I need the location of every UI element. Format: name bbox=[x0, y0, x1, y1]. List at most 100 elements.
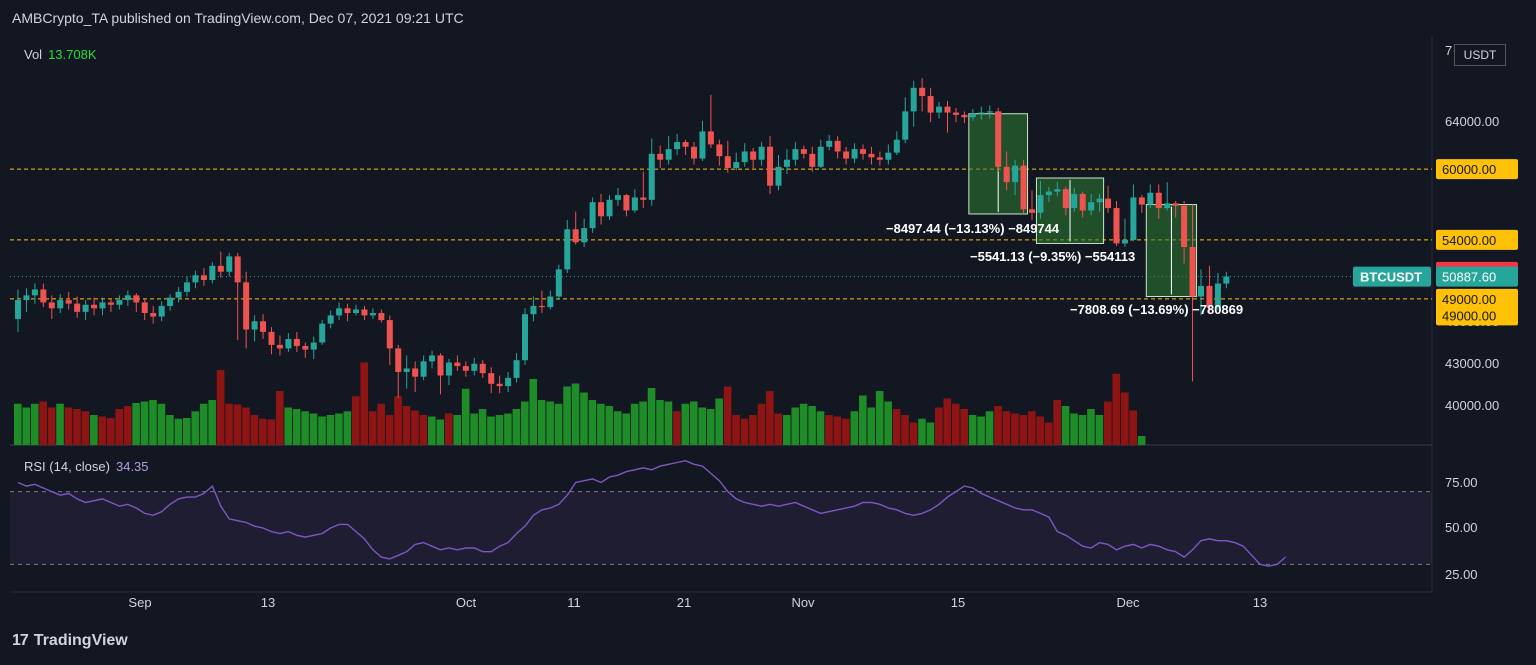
candle-body bbox=[344, 308, 351, 314]
candle-body bbox=[48, 302, 55, 309]
rsi-band bbox=[10, 491, 1432, 565]
candle-body bbox=[1029, 209, 1035, 213]
candle-body bbox=[74, 303, 81, 312]
rsi-legend: RSI (14, close) 34.35 bbox=[24, 459, 149, 474]
candle-body bbox=[285, 338, 292, 349]
candle-body bbox=[581, 228, 588, 243]
volume-bar bbox=[774, 413, 783, 445]
candle-body bbox=[817, 146, 824, 167]
volume-bar bbox=[673, 411, 681, 445]
candle-body bbox=[1079, 193, 1086, 211]
volume-bar bbox=[1104, 401, 1112, 445]
candle-body bbox=[260, 321, 267, 332]
volume-bar bbox=[166, 415, 174, 445]
candle-body bbox=[783, 159, 790, 167]
candle-body bbox=[826, 140, 833, 147]
volume-bar bbox=[183, 418, 191, 445]
candle-body bbox=[378, 313, 385, 321]
candle-body bbox=[969, 113, 976, 118]
candle-body bbox=[986, 111, 993, 113]
candle-body bbox=[750, 151, 757, 160]
rsi-line bbox=[17, 459, 1286, 567]
candle-body bbox=[276, 344, 283, 349]
candle-body bbox=[522, 314, 528, 361]
volume-bar bbox=[1028, 411, 1036, 445]
volume-bar bbox=[630, 403, 639, 445]
candle-body bbox=[133, 295, 140, 303]
volume-bar bbox=[98, 416, 107, 445]
volume-bar bbox=[64, 407, 73, 445]
candle-body bbox=[496, 383, 503, 387]
volume-bar bbox=[1044, 422, 1053, 445]
tradingview-logo-icon: 17 bbox=[12, 632, 29, 649]
volume-bar bbox=[106, 418, 115, 445]
volume-bar bbox=[749, 415, 757, 445]
candle-body bbox=[1054, 189, 1061, 192]
volume-bar bbox=[808, 406, 816, 445]
volume-bar bbox=[360, 362, 369, 445]
candle-body bbox=[361, 309, 368, 316]
candle-body bbox=[800, 149, 807, 154]
candle-body bbox=[1147, 192, 1154, 205]
candle-body bbox=[1121, 239, 1128, 244]
measure-label: −8497.44 (−13.13%) −849744 bbox=[886, 221, 1060, 236]
volume-bar bbox=[977, 416, 985, 445]
symbol-badge bbox=[1353, 266, 1431, 287]
candle-body bbox=[614, 195, 621, 200]
candle-body bbox=[192, 275, 199, 283]
candle-body bbox=[336, 308, 343, 316]
candle-body bbox=[251, 321, 258, 330]
candle-body bbox=[327, 315, 334, 324]
rsi-axis-tick: 75.00 bbox=[1445, 475, 1478, 490]
volume-bar bbox=[1112, 373, 1121, 445]
volume-bar bbox=[157, 403, 166, 445]
tradingview-branding[interactable]: 17 TradingView bbox=[12, 632, 128, 650]
volume-bar bbox=[833, 416, 842, 445]
candle-body bbox=[902, 111, 909, 140]
volume-bar bbox=[1078, 415, 1087, 445]
candle-body bbox=[91, 304, 98, 309]
volume-bar bbox=[537, 400, 546, 445]
volume-bar bbox=[918, 418, 926, 445]
volume-bar bbox=[1095, 415, 1104, 445]
price-tag bbox=[1436, 266, 1518, 287]
candle-body bbox=[961, 114, 968, 118]
volume-bar bbox=[90, 415, 98, 445]
volume-bar bbox=[208, 400, 216, 445]
volume-bar bbox=[521, 401, 529, 445]
volume-bar bbox=[782, 415, 791, 445]
volume-bar bbox=[216, 370, 225, 445]
quote-currency-button[interactable]: USDT bbox=[1454, 44, 1506, 66]
candle-body bbox=[1062, 189, 1069, 209]
volume-bar bbox=[250, 415, 259, 445]
volume-bar bbox=[14, 403, 22, 445]
candle-body bbox=[1214, 283, 1221, 308]
volume-bar bbox=[259, 418, 267, 445]
volume-bar bbox=[875, 391, 884, 445]
volume-bar bbox=[1120, 392, 1129, 445]
time-axis-label: Nov bbox=[791, 595, 815, 610]
volume-bar bbox=[284, 407, 292, 445]
candle-body bbox=[234, 256, 241, 283]
candle-body bbox=[200, 275, 207, 281]
candle-body bbox=[631, 197, 638, 211]
candle-body bbox=[175, 291, 182, 298]
volume-bar bbox=[1036, 416, 1045, 445]
volume-bar bbox=[30, 403, 39, 445]
time-axis-label: 13 bbox=[261, 595, 275, 610]
candle-body bbox=[445, 362, 452, 376]
candle-body bbox=[944, 106, 951, 113]
volume-bar bbox=[39, 401, 47, 445]
volume-bar bbox=[766, 391, 774, 445]
volume-bar bbox=[318, 416, 326, 445]
candle-body bbox=[919, 87, 926, 97]
volume-bar bbox=[335, 413, 343, 445]
time-axis-label: 15 bbox=[951, 595, 965, 610]
candle-body bbox=[1003, 166, 1010, 183]
volume-bar bbox=[546, 401, 554, 445]
candle-body bbox=[910, 87, 917, 112]
candle-body bbox=[1071, 193, 1078, 209]
volume-bar bbox=[301, 411, 309, 445]
candle-body bbox=[40, 289, 47, 303]
candle-body bbox=[530, 305, 537, 315]
